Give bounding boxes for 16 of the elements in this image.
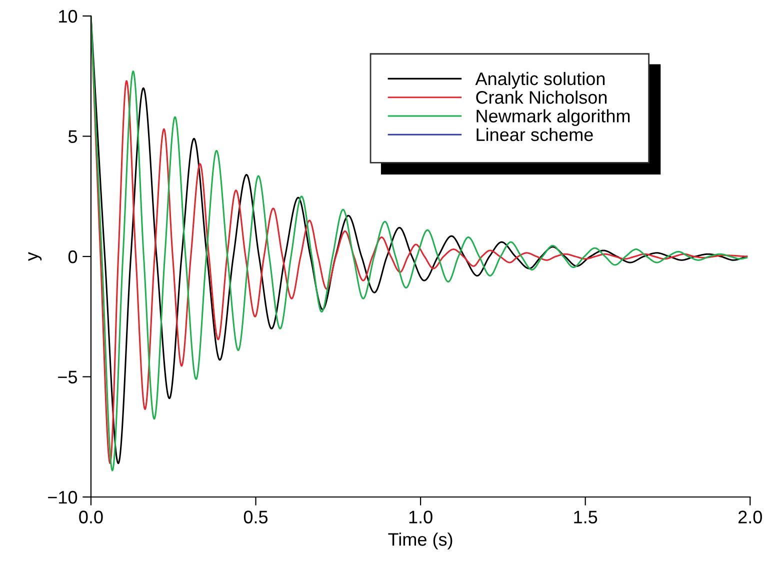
x-tick-label: 1.0 (409, 510, 432, 524)
x-axis-title: Time (s) (388, 532, 452, 550)
legend-label: Newmark algorithm (476, 109, 630, 126)
x-tick-label: 1.5 (574, 510, 598, 524)
y-axis-title: y (28, 252, 42, 261)
legend-label: Analytic solution (475, 72, 605, 89)
y-tick-label: −5 (58, 370, 78, 384)
legend-label: Crank Nicholson (476, 90, 607, 104)
y-tick-label: 5 (68, 130, 78, 143)
y-tick-label: −10 (48, 490, 78, 504)
legend-label: Linear scheme (476, 128, 593, 142)
x-tick-label: 0.0 (79, 510, 103, 524)
y-tick-label: 10 (59, 10, 78, 23)
y-tick-label: 0 (68, 250, 78, 264)
x-tick-label: 0.5 (244, 510, 268, 524)
x-tick-label: 2.0 (738, 510, 762, 524)
